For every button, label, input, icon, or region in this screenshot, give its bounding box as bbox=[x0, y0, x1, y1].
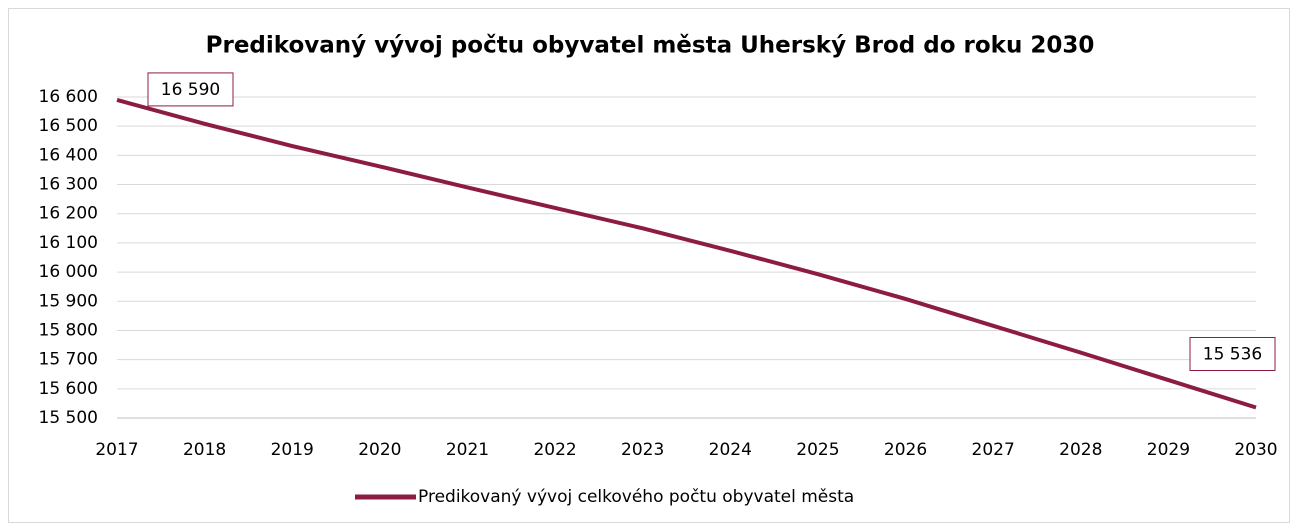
x-tick-label: 2024 bbox=[709, 440, 752, 460]
x-tick-label: 2022 bbox=[533, 440, 576, 460]
y-tick-label: 15 800 bbox=[39, 320, 98, 340]
x-tick-label: 2018 bbox=[183, 440, 226, 460]
y-tick-label: 15 900 bbox=[39, 291, 98, 311]
y-tick-label: 16 400 bbox=[39, 145, 98, 165]
y-tick-label: 16 500 bbox=[39, 116, 98, 136]
data-label-box bbox=[1189, 336, 1276, 371]
y-tick-label: 16 100 bbox=[39, 233, 98, 253]
y-tick-label: 15 500 bbox=[39, 408, 98, 428]
x-tick-label: 2030 bbox=[1234, 440, 1277, 460]
x-tick-label: 2027 bbox=[972, 440, 1015, 460]
y-tick-label: 16 600 bbox=[39, 87, 98, 107]
data-label: 15 536 bbox=[1203, 344, 1262, 364]
x-tick-label: 2026 bbox=[884, 440, 927, 460]
y-tick-label: 15 700 bbox=[39, 350, 98, 370]
x-tick-label: 2020 bbox=[358, 440, 401, 460]
x-tick-label: 2028 bbox=[1059, 440, 1102, 460]
series-line bbox=[116, 97, 1257, 410]
y-tick-label: 16 300 bbox=[39, 175, 98, 195]
y-tick-label: 16 200 bbox=[39, 204, 98, 224]
data-label: 16 590 bbox=[161, 80, 220, 100]
x-tick-label: 2025 bbox=[796, 440, 839, 460]
y-tick-label: 15 600 bbox=[39, 379, 98, 399]
x-tick-label: 2021 bbox=[446, 440, 489, 460]
legend-label: Predikovaný vývoj celkového počtu obyvat… bbox=[418, 487, 854, 507]
chart-title: Predikovaný vývoj počtu obyvatel města U… bbox=[206, 33, 1095, 59]
x-tick-label: 2019 bbox=[271, 440, 314, 460]
y-tick-label: 16 000 bbox=[39, 262, 98, 282]
x-tick-label: 2023 bbox=[621, 440, 664, 460]
data-label-box bbox=[147, 72, 234, 107]
x-tick-label: 2017 bbox=[95, 440, 138, 460]
x-tick-label: 2029 bbox=[1147, 440, 1190, 460]
